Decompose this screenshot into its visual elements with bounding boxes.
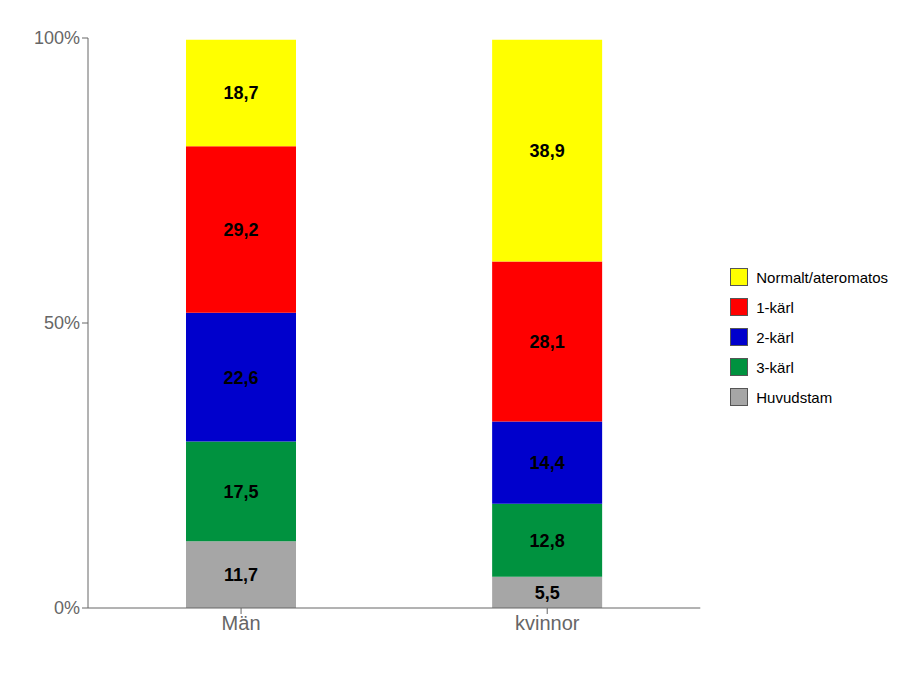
html-text:Huvudstam: Huvudstam [756,388,833,406]
html-text:Normalt/ateromatos: Normalt/ateromatos [756,268,888,286]
svg-text:29,2: 29,2 [223,220,258,240]
svg-text:12,8: 12,8 [530,531,565,551]
svg-text:11,7: 11,7 [224,565,258,585]
svg-text:14,4: 14,4 [530,453,565,473]
html-text:3-kärl: 3-kärl [756,358,794,376]
svg-text:100%: 100% [34,28,80,48]
svg-text:18,7: 18,7 [223,83,258,103]
svg-text:Män: Män [222,612,261,634]
html-text:1-kärl: 1-kärl [756,298,794,316]
svg-text:5,5: 5,5 [535,583,560,603]
svg-text:38,9: 38,9 [530,141,565,161]
svg-text:0%: 0% [54,598,80,618]
svg-text:kvinnor: kvinnor [515,612,580,634]
svg-text:17,5: 17,5 [223,482,258,502]
svg-text:28,1: 28,1 [530,332,565,352]
svg-text:50%: 50% [44,313,80,333]
svg-text:22,6: 22,6 [223,368,258,388]
html-text:2-kärl: 2-kärl [756,328,794,346]
